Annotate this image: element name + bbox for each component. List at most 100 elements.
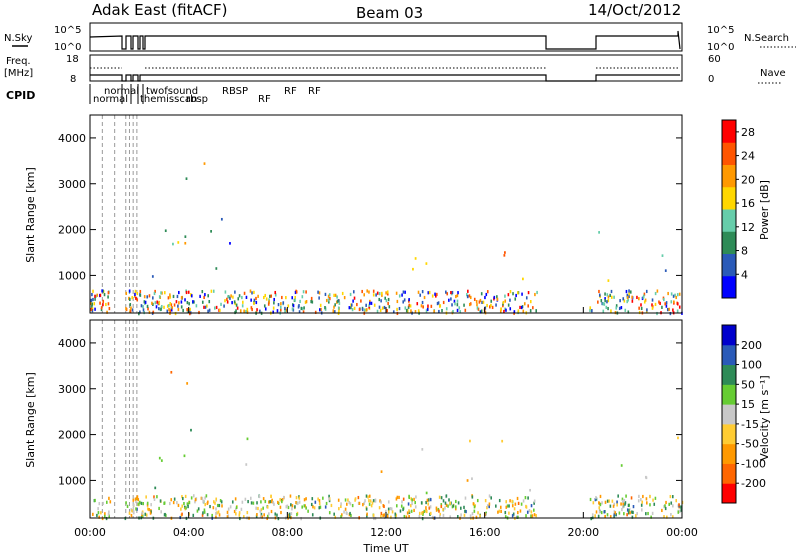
power-clutter-cell xyxy=(128,297,131,302)
velocity-clutter-cell xyxy=(349,511,351,516)
velocity-clutter-cell xyxy=(600,510,603,515)
velocity-clutter-cell xyxy=(599,494,602,499)
velocity-clutter-cell xyxy=(180,507,182,511)
velocity-clutter-cell xyxy=(97,507,99,511)
power-clutter-cell xyxy=(158,301,161,306)
velocity-clutter-cell xyxy=(256,501,258,505)
power-clutter-cell xyxy=(352,290,355,294)
power-clutter-cell xyxy=(363,293,366,297)
velocity-clutter-cell xyxy=(595,495,597,500)
velocity-clutter-cell xyxy=(525,505,528,509)
velocity-clutter-cell xyxy=(408,514,410,519)
power-clutter-cell xyxy=(138,312,140,316)
velocity-clutter-cell xyxy=(403,514,406,519)
velocity-clutter-cell xyxy=(280,510,282,515)
velocity-clutter-cell xyxy=(511,499,513,503)
velocity-clutter-cell xyxy=(663,504,665,509)
power-clutter-cell xyxy=(638,297,640,301)
power-clutter-cell xyxy=(676,309,679,313)
power-clutter-cell xyxy=(302,290,305,294)
velocity-clutter-cell xyxy=(176,501,178,505)
power-clutter-cell xyxy=(638,306,640,310)
velocity-clutter-cell xyxy=(181,495,183,499)
velocity-clutter-cell xyxy=(525,514,527,518)
velocity-clutter-cell xyxy=(192,494,195,498)
velocity-clutter-cell xyxy=(132,498,135,502)
power-clutter-cell xyxy=(407,305,410,309)
velocity-clutter-cell xyxy=(621,505,624,509)
velocity-clutter-cell xyxy=(142,502,145,506)
date-title: 14/Oct/2012 xyxy=(588,1,681,19)
velocity-clutter-cell xyxy=(620,502,622,506)
velocity-clutter-cell xyxy=(409,504,412,508)
power-clutter-cell xyxy=(491,305,494,310)
power-clutter-cell xyxy=(135,296,137,300)
power-clutter-cell xyxy=(131,308,134,312)
power-clutter-cell xyxy=(213,306,216,310)
velocity-clutter-cell xyxy=(216,503,219,508)
power-clutter-cell xyxy=(628,289,630,293)
power-clutter-cell xyxy=(178,301,180,305)
power-clutter-cell xyxy=(172,294,175,299)
velocity-clutter-cell xyxy=(300,517,302,521)
nave-label: Nave xyxy=(760,68,786,79)
x-tick-label: 00:00 xyxy=(666,526,698,539)
power-clutter-cell xyxy=(215,305,218,310)
cpid-text-7: RF xyxy=(258,94,271,105)
velocity-colorbar-segment xyxy=(722,483,736,504)
velocity-clutter-cell xyxy=(440,504,443,509)
velocity-clutter-cell xyxy=(136,507,138,511)
velocity-clutter-cell xyxy=(249,496,252,500)
power-clutter-cell xyxy=(203,295,205,300)
power-clutter-cell xyxy=(328,300,330,304)
power-clutter-cell xyxy=(464,308,467,312)
power-clutter-cell xyxy=(188,302,190,306)
velocity-clutter-cell xyxy=(387,510,390,514)
velocity-clutter-cell xyxy=(270,494,272,498)
power-colorbar-segment xyxy=(722,186,736,210)
power-clutter-cell xyxy=(433,309,435,314)
velocity-clutter-cell xyxy=(274,512,277,516)
velocity-clutter-cell xyxy=(145,513,148,517)
velocity-clutter-cell xyxy=(173,497,176,501)
power-clutter-cell xyxy=(273,297,275,302)
velocity-clutter-cell xyxy=(444,501,447,505)
velocity-clutter-cell xyxy=(291,504,294,508)
velocity-clutter-cell xyxy=(399,509,402,513)
power-clutter-cell xyxy=(450,297,452,301)
velocity-clutter-cell xyxy=(365,494,368,498)
power-panel: 1000 2000 3000 4000 Slant Range [km] 4 8 12 16… xyxy=(24,114,771,316)
velocity-clutter-cell xyxy=(156,495,158,499)
power-clutter-cell xyxy=(320,307,322,312)
power-clutter-cell xyxy=(664,302,666,306)
power-clutter-cell xyxy=(410,309,412,313)
power-clutter-cell xyxy=(158,295,161,299)
nsearch-tick-top: 10^5 xyxy=(707,25,734,36)
velocity-clutter-cell xyxy=(530,510,533,514)
velocity-clutter-cell xyxy=(218,503,221,508)
power-colorbar-frame xyxy=(721,119,737,299)
power-clutter-cell xyxy=(92,289,94,293)
power-clutter-cell xyxy=(163,305,165,309)
velocity-clutter-cell xyxy=(631,510,633,514)
power-clutter-cell xyxy=(270,294,273,298)
power-clutter-cell xyxy=(134,289,137,293)
power-clutter-cell xyxy=(253,301,255,306)
power-clutter-cell xyxy=(631,295,633,299)
velocity-clutter-cell xyxy=(130,508,133,512)
power-clutter-cell xyxy=(152,310,155,314)
power-clutter-cell xyxy=(480,292,483,296)
velocity-clutter-cell xyxy=(145,495,147,499)
velocity-clutter-cell xyxy=(215,507,217,511)
power-clutter-cell xyxy=(452,309,454,314)
velocity-clutter-cell xyxy=(395,513,398,517)
velocity-clutter-cell xyxy=(428,506,431,510)
velocity-clutter-cell xyxy=(614,511,617,515)
power-clutter-cell xyxy=(229,296,231,300)
velocity-clutter-cell xyxy=(252,501,255,505)
power-clutter-cell xyxy=(169,295,171,299)
velocity-clutter-cell xyxy=(477,511,479,515)
velocity-clutter-cell xyxy=(296,513,298,517)
velocity-clutter-cell xyxy=(414,505,417,509)
power-clutter-cell xyxy=(358,307,361,312)
